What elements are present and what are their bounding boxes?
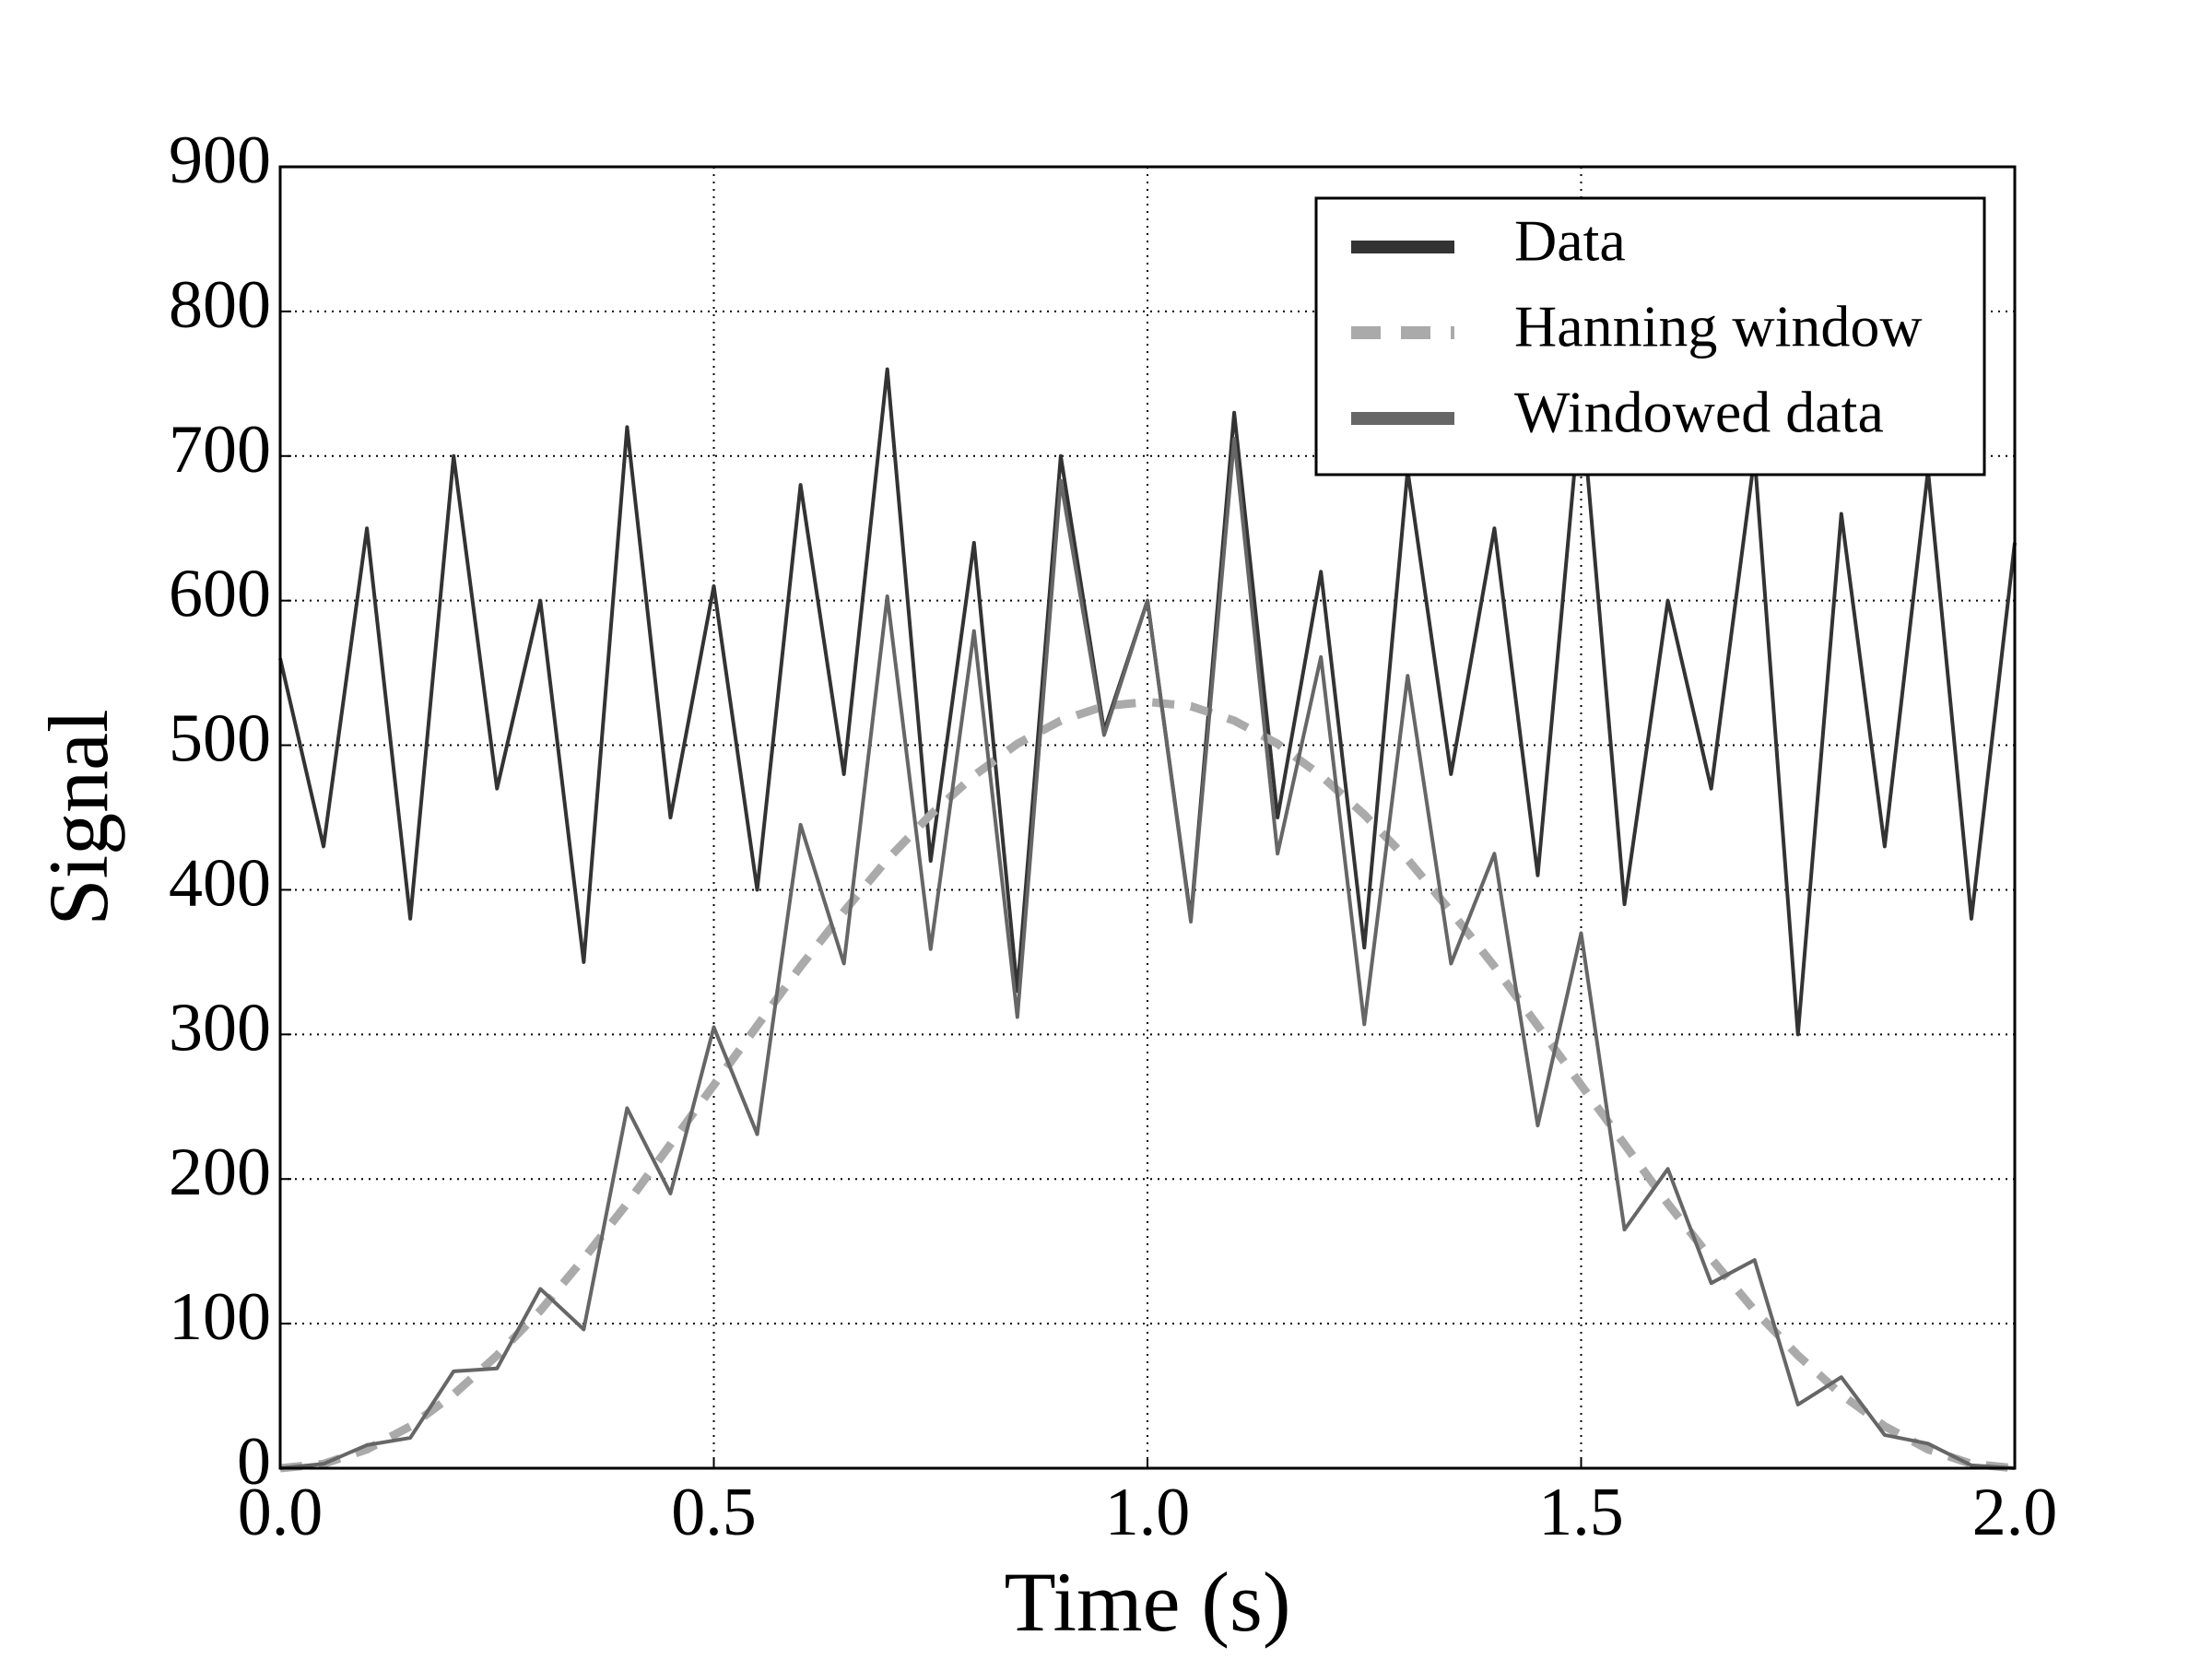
y-tick-label: 200 xyxy=(169,1135,271,1210)
x-tick-label: 0.0 xyxy=(238,1475,324,1550)
legend-label: Hanning window xyxy=(1514,294,1923,359)
legend: Data Hanning window Windowed data xyxy=(1314,196,1986,477)
y-tick-label: 300 xyxy=(169,990,271,1065)
x-tick-label: 1.0 xyxy=(1105,1475,1191,1550)
series-line xyxy=(279,436,2016,1470)
y-tick-label: 700 xyxy=(169,412,271,488)
y-tick-label: 800 xyxy=(169,267,271,343)
y-tick-label: 400 xyxy=(169,845,271,921)
x-tick-label: 0.5 xyxy=(671,1475,757,1550)
x-tick-label: 1.5 xyxy=(1538,1475,1624,1550)
y-tick-label: 100 xyxy=(169,1279,271,1355)
legend-label: Windowed data xyxy=(1514,380,1884,445)
y-tick-label: 0 xyxy=(237,1424,271,1500)
plot-frame xyxy=(278,165,2017,1470)
y-tick-label: 900 xyxy=(169,123,271,198)
x-axis-label: Time (s) xyxy=(1005,1555,1291,1649)
y-tick-label: 600 xyxy=(169,557,271,632)
x-tick-label: 2.0 xyxy=(1972,1475,2058,1550)
y-axis-label: Signal xyxy=(31,709,125,925)
legend-label: Data xyxy=(1514,208,1626,274)
y-tick-label: 500 xyxy=(169,701,271,777)
